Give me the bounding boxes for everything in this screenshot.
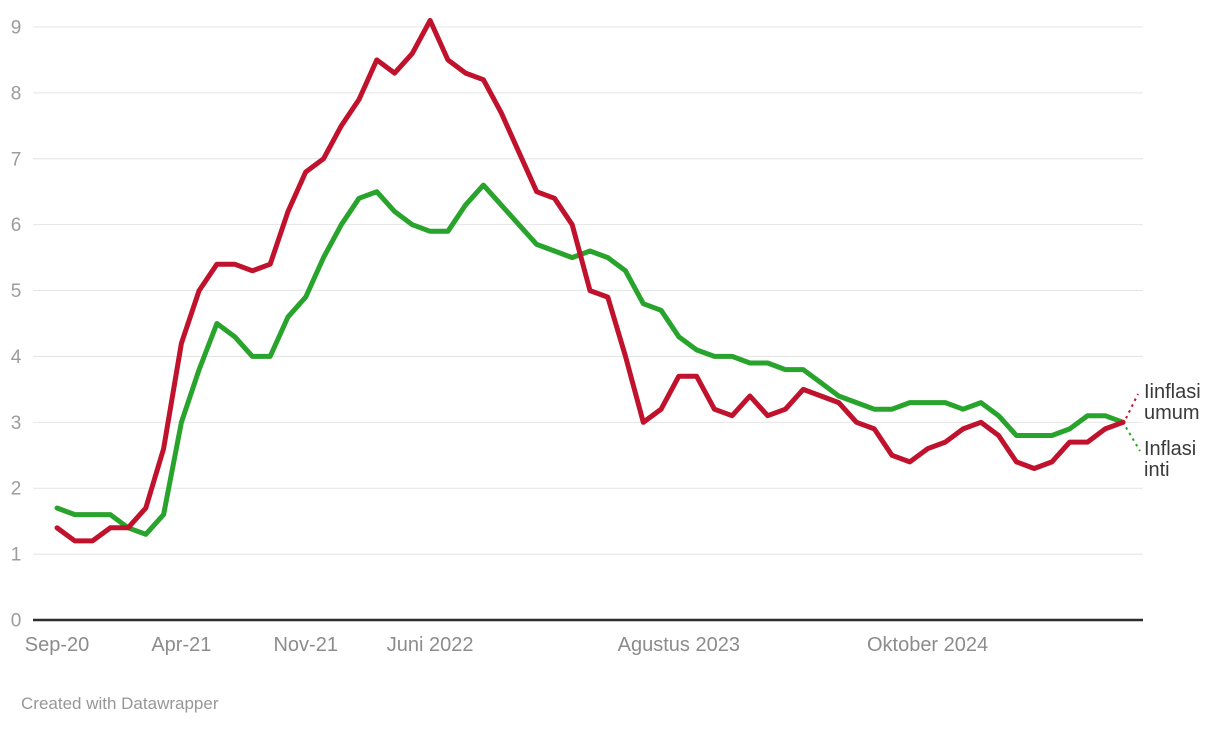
series-lines <box>54 17 1126 544</box>
legend-inflasi-umum-line1: Iinflasi <box>1144 381 1201 403</box>
attribution-text: Created with Datawrapper <box>21 694 219 713</box>
x-axis-label: Agustus 2023 <box>618 634 740 656</box>
y-axis-label-7: 7 <box>11 149 22 170</box>
connector-inflasi-inti <box>1125 426 1141 452</box>
y-axis-label-4: 4 <box>11 347 22 368</box>
legend-connectors <box>1125 393 1141 452</box>
line-inflasi-inti <box>54 182 1126 537</box>
y-axis-label-1: 1 <box>11 545 22 566</box>
legend-inflasi-inti-line1: Inflasi <box>1144 438 1197 460</box>
y-axis-label-8: 8 <box>11 83 22 104</box>
legend-inflasi-umum-line2: umum <box>1144 402 1200 424</box>
x-axis-label: Sep-20 <box>25 634 90 656</box>
y-axis-label-5: 5 <box>11 281 22 302</box>
x-axis-label: Juni 2022 <box>387 634 474 656</box>
y-axis-label-0: 0 <box>11 611 22 632</box>
y-axis-label-2: 2 <box>11 479 22 500</box>
x-axis-label: Apr-21 <box>151 634 211 656</box>
legend-inflasi-inti: Inflasi inti <box>1144 439 1196 481</box>
connector-inflasi-umum <box>1125 393 1139 419</box>
y-axis-label-9: 9 <box>11 18 22 39</box>
line-iinflasi-umum <box>54 17 1126 544</box>
x-axis-label: Oktober 2024 <box>867 634 988 656</box>
y-axis-label-6: 6 <box>11 215 22 236</box>
x-axis-label: Nov-21 <box>273 634 337 656</box>
legend-inflasi-umum: Iinflasi umum <box>1144 382 1201 424</box>
y-axis-labels: 0 1 2 3 4 5 6 7 8 9 <box>11 18 22 632</box>
y-axis-label-3: 3 <box>11 413 22 434</box>
x-axis-labels: Sep-20 Apr-21 Nov-21 Juni 2022 Agustus 2023 O… <box>25 634 988 656</box>
legend-inflasi-inti-line2: inti <box>1144 459 1170 481</box>
